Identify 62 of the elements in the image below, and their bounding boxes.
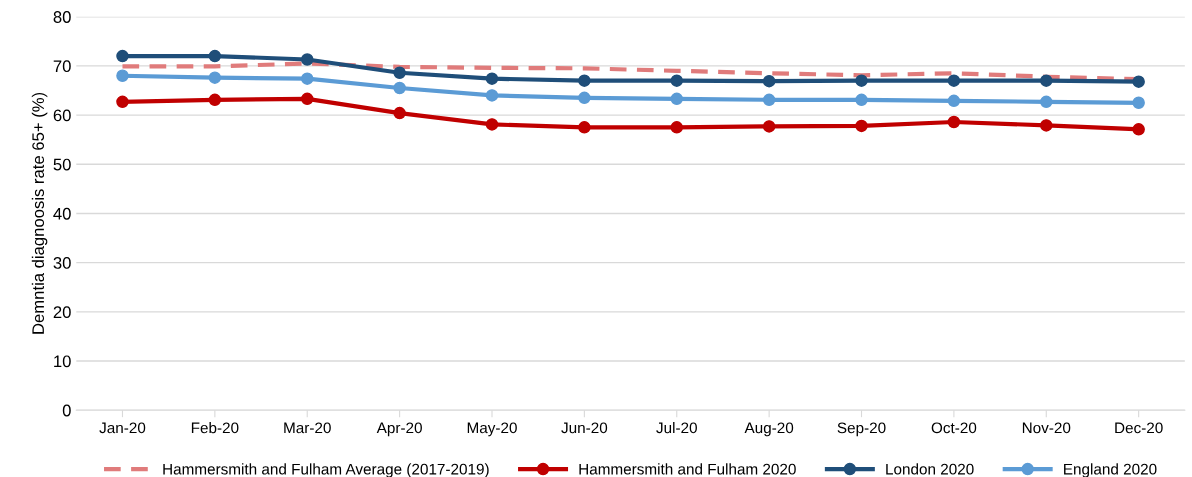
point <box>208 49 222 63</box>
point <box>116 95 129 109</box>
y-tick-label: 10 <box>54 355 71 368</box>
point <box>485 72 499 85</box>
point <box>947 94 961 108</box>
point <box>1132 96 1145 110</box>
y-tick-label: 30 <box>53 257 71 269</box>
x-tick-label: Aug-20 <box>744 422 794 437</box>
x-tick-label: Jun-20 <box>561 422 608 434</box>
point <box>670 74 684 87</box>
point <box>208 71 222 84</box>
point <box>485 89 499 102</box>
point <box>1040 119 1053 132</box>
point <box>393 81 406 95</box>
legend-label: Hammersmith and Fulham Average (2017-2019) <box>163 463 489 477</box>
point <box>393 106 406 120</box>
legend-label: Hammersmith and Fulham 2020 <box>579 463 796 475</box>
point <box>578 74 591 87</box>
point <box>1132 123 1145 136</box>
x-tick-label: Sep-20 <box>837 422 886 437</box>
point <box>1132 75 1145 88</box>
point <box>1040 74 1053 87</box>
point <box>300 72 314 85</box>
point <box>116 49 129 63</box>
y-tick-label: 0 <box>62 404 71 417</box>
point <box>116 69 129 82</box>
point <box>393 66 406 80</box>
point <box>947 115 961 129</box>
point <box>855 119 868 133</box>
y-tick-label: 20 <box>53 306 71 319</box>
point <box>855 74 868 87</box>
x-tick-label: Feb-20 <box>191 422 239 434</box>
point <box>578 121 591 134</box>
point <box>1040 95 1053 109</box>
x-tick-label: Jul-20 <box>656 422 697 434</box>
legend-label: London 2020 <box>886 463 974 475</box>
legend-label: England 2020 <box>1064 463 1157 477</box>
point <box>762 74 776 88</box>
x-tick-label: Oct-20 <box>931 422 977 434</box>
y-tick-label: 50 <box>53 158 71 171</box>
point <box>578 91 591 105</box>
x-tick-label: Apr-20 <box>376 422 422 437</box>
point <box>762 120 776 133</box>
x-tick-label: Jan-20 <box>99 422 146 434</box>
y-tick-label: 70 <box>53 60 71 73</box>
y-tick-label: 40 <box>53 207 71 220</box>
x-tick-label: Dec-20 <box>1115 422 1163 434</box>
point <box>855 93 868 107</box>
point <box>670 92 684 106</box>
y-axis-title: Demntia diagnoosis rate 65+ (%) <box>31 92 48 334</box>
point <box>947 74 961 87</box>
point <box>300 92 314 106</box>
point <box>208 93 222 107</box>
point <box>762 93 776 107</box>
point <box>670 121 684 134</box>
x-tick-label: Nov-20 <box>1022 422 1071 434</box>
point <box>300 53 314 66</box>
y-tick-label: 60 <box>53 109 71 122</box>
point <box>485 118 499 131</box>
y-tick-label: 80 <box>53 11 71 23</box>
x-tick-label: May-20 <box>467 422 517 437</box>
x-tick-label: Mar-20 <box>284 422 331 434</box>
